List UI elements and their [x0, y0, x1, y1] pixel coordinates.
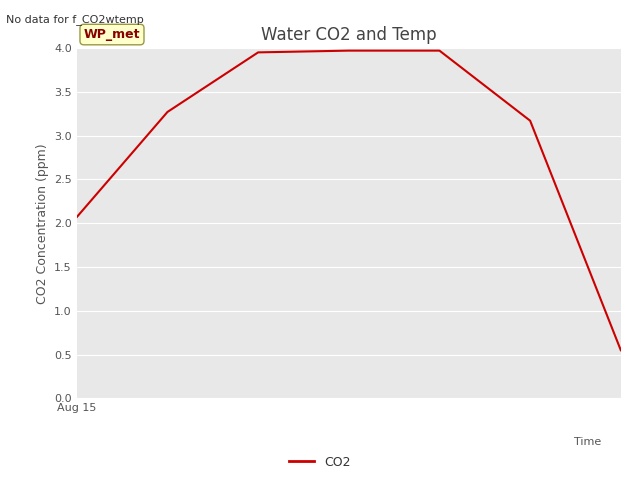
Text: No data for f_CO2wtemp: No data for f_CO2wtemp — [6, 14, 144, 25]
Text: WP_met: WP_met — [84, 28, 140, 41]
Legend: CO2: CO2 — [284, 451, 356, 474]
Y-axis label: CO2 Concentration (ppm): CO2 Concentration (ppm) — [36, 143, 49, 303]
Title: Water CO2 and Temp: Water CO2 and Temp — [261, 25, 436, 44]
Text: Time: Time — [574, 437, 602, 447]
